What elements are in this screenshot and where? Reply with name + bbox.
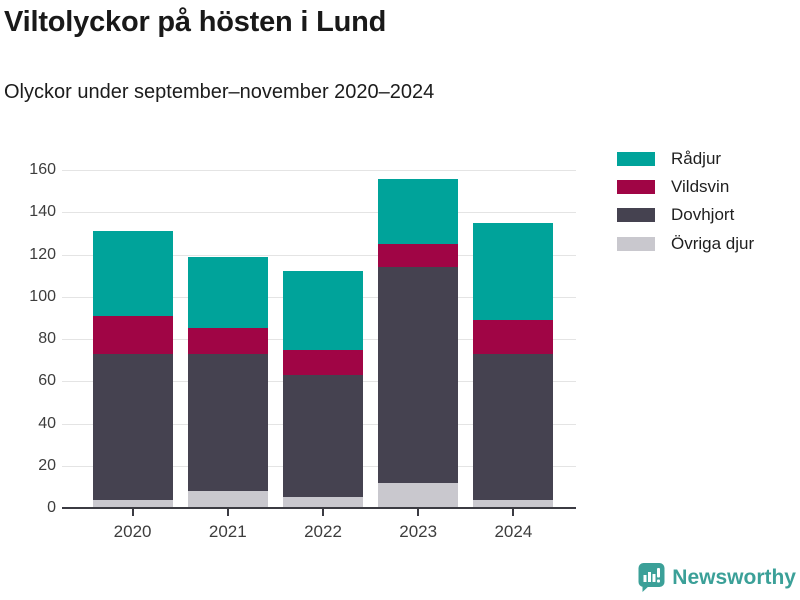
x-axis-label-2020: 2020 (113, 522, 152, 541)
bar-2021-ovriga-djur (187, 491, 268, 508)
legend-swatch-radjur (617, 152, 655, 166)
bar-2020-radjur (92, 231, 173, 316)
x-axis-tick (131, 509, 134, 516)
gridline (62, 254, 576, 256)
legend-label-ovriga-djur: Övriga djur (671, 233, 755, 253)
brand-name: Newsworthy (672, 565, 796, 589)
bar-2023-ovriga-djur (378, 482, 459, 508)
chart-title: Viltolyckor på hösten i Lund (4, 6, 387, 38)
bar-2021-dovhjort (187, 353, 268, 492)
bar-2024-ovriga-djur (473, 499, 554, 508)
bar-2020-ovriga-djur (92, 499, 173, 508)
y-axis-tick-label: 20 (38, 456, 56, 474)
x-axis-tick (322, 509, 324, 516)
bar-chart-speech-bubble-icon (638, 563, 665, 592)
x-axis-tick (226, 509, 229, 516)
legend-label-vildsvin: Vildsvin (671, 177, 730, 197)
legend-swatch-dovhjort (617, 208, 655, 223)
legend-label-dovhjort: Dovhjort (671, 205, 735, 225)
y-axis-tick-label: 80 (38, 330, 56, 347)
bar-2023-vildsvin (378, 243, 459, 268)
newsworthy-logo: Newsworthy (638, 563, 796, 592)
legend-swatch-vildsvin (617, 180, 655, 195)
legend-swatch-ovriga-djur (617, 236, 655, 251)
bar-2024-dovhjort (473, 353, 554, 500)
x-axis-tick (512, 509, 515, 516)
gridline (62, 212, 576, 214)
bar-2020-dovhjort (92, 353, 173, 500)
legend-item-radjur: Rådjur (617, 149, 722, 168)
y-axis-tick-label: 40 (38, 414, 56, 432)
x-axis-label-2022: 2022 (304, 522, 342, 541)
bar-2024-vildsvin (473, 320, 554, 354)
x-axis-label-2023: 2023 (399, 522, 438, 541)
y-axis-tick-label: 0 (47, 499, 56, 516)
x-axis-label-2024: 2024 (494, 522, 533, 541)
bar-2022-ovriga-djur (283, 497, 363, 508)
x-axis-label-2021: 2021 (208, 522, 247, 541)
x-axis-line (62, 507, 576, 509)
bar-2022-radjur (283, 271, 363, 350)
legend-label-radjur: Rådjur (671, 149, 722, 168)
bar-2021-vildsvin (187, 328, 268, 354)
bar-2023-radjur (378, 178, 459, 244)
chart-subtitle: Olyckor under september–november 2020–20… (4, 81, 435, 103)
y-axis-tick-label: 160 (29, 161, 56, 178)
y-axis-tick-label: 60 (38, 372, 56, 390)
bar-2023-dovhjort (378, 267, 459, 483)
bar-2021-radjur (187, 256, 268, 329)
gridline (62, 170, 576, 171)
y-axis-tick-label: 120 (29, 245, 56, 263)
legend-item-vildsvin: Vildsvin (617, 177, 730, 197)
y-axis-tick-label: 140 (29, 203, 56, 221)
y-axis-tick-label: 100 (29, 287, 56, 305)
bar-2022-vildsvin (283, 349, 363, 375)
legend-item-dovhjort: Dovhjort (617, 205, 735, 225)
bar-2022-dovhjort (283, 374, 363, 498)
x-axis-tick (417, 509, 420, 516)
bar-2020-vildsvin (92, 315, 173, 354)
legend-item-ovriga-djur: Övriga djur (617, 233, 755, 253)
bar-2024-radjur (473, 222, 554, 320)
